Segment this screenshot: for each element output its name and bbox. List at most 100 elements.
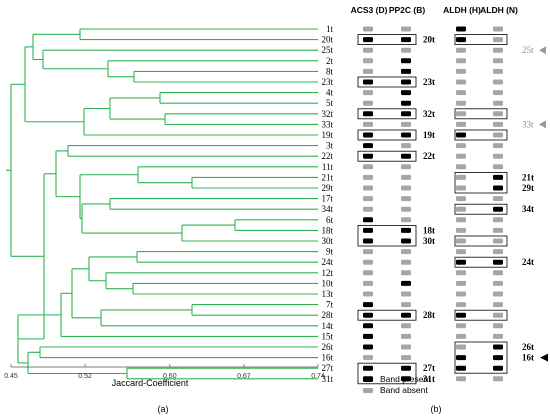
band-present xyxy=(493,185,503,191)
band-absent xyxy=(456,100,466,106)
band-present xyxy=(401,227,411,233)
band-absent xyxy=(456,164,466,170)
band-absent xyxy=(401,164,411,170)
band-absent xyxy=(401,206,411,212)
highlight-box xyxy=(357,34,417,45)
band-absent xyxy=(493,217,503,223)
band-absent xyxy=(493,291,503,297)
band-present xyxy=(456,259,466,265)
band-present xyxy=(456,132,466,138)
band-absent xyxy=(456,196,466,202)
band-present xyxy=(363,302,373,308)
sample-label: 32t xyxy=(321,109,333,119)
band-present xyxy=(456,37,466,43)
band-absent xyxy=(493,58,503,64)
sample-label: 25t xyxy=(321,45,333,55)
axis-tick-label: 0.52 xyxy=(78,373,92,380)
band-absent xyxy=(456,174,466,180)
band-absent xyxy=(456,121,466,127)
band-absent xyxy=(493,302,503,308)
band-present xyxy=(401,312,411,318)
highlight-label: 24t xyxy=(522,257,534,267)
highlight-box xyxy=(454,171,508,194)
band-absent xyxy=(401,47,411,53)
band-absent xyxy=(401,26,411,32)
highlight-label: 31t xyxy=(423,374,435,384)
legend-present-label: Band present xyxy=(380,374,431,384)
highlight-box xyxy=(454,34,508,45)
band-absent xyxy=(456,58,466,64)
band-absent xyxy=(456,206,466,212)
band-absent xyxy=(363,355,373,361)
legend-absent-label: Band absent xyxy=(380,385,428,395)
band-present xyxy=(401,376,411,382)
band-absent xyxy=(363,291,373,297)
band-absent xyxy=(401,174,411,180)
band-absent xyxy=(401,291,411,297)
band-present xyxy=(363,37,373,43)
arrow-icon xyxy=(540,353,548,362)
axis-tick-label: 0.67 xyxy=(237,373,251,380)
band-absent xyxy=(456,90,466,96)
band-present xyxy=(401,111,411,117)
band-present xyxy=(363,238,373,244)
highlight-label: 19t xyxy=(423,130,435,140)
sample-label: 33t xyxy=(321,119,333,129)
band-absent xyxy=(401,185,411,191)
band-absent xyxy=(401,344,411,350)
band-absent xyxy=(456,238,466,244)
band-absent xyxy=(456,344,466,350)
band-present xyxy=(363,344,373,350)
band-present xyxy=(363,365,373,371)
highlight-label: 16t xyxy=(522,353,534,363)
band-absent xyxy=(493,37,503,43)
band-absent xyxy=(363,259,373,265)
sample-label: 29t xyxy=(321,183,333,193)
band-absent xyxy=(456,68,466,74)
band-absent xyxy=(401,143,411,149)
band-absent xyxy=(401,121,411,127)
band-absent xyxy=(456,47,466,53)
sample-label: 28t xyxy=(321,310,333,320)
sample-label: 11t xyxy=(322,162,334,172)
band-absent xyxy=(493,249,503,255)
highlight-box xyxy=(454,129,508,141)
band-absent xyxy=(493,90,503,96)
sample-label: 16t xyxy=(321,353,333,363)
band-present xyxy=(401,153,411,159)
sample-label: 23t xyxy=(321,77,333,87)
sample-label: 6t xyxy=(326,215,334,225)
band-absent xyxy=(493,79,503,85)
band-present xyxy=(401,79,411,85)
band-absent xyxy=(456,79,466,85)
band-absent xyxy=(456,280,466,286)
sample-label: 2t xyxy=(326,56,334,66)
band-absent xyxy=(363,270,373,276)
column-header: ALDH (N) xyxy=(480,5,518,15)
sample-label: 21t xyxy=(321,172,333,182)
band-present xyxy=(456,312,466,318)
highlight-label: 22t xyxy=(423,151,435,161)
band-present xyxy=(401,280,411,286)
sample-label: 24t xyxy=(321,257,333,267)
highlight-box xyxy=(454,108,508,120)
band-present xyxy=(493,206,503,212)
highlight-box xyxy=(357,150,417,162)
sample-label: 34t xyxy=(321,204,333,214)
band-present xyxy=(363,227,373,233)
sample-label: 19t xyxy=(321,130,333,140)
band-absent xyxy=(401,333,411,339)
highlight-box xyxy=(454,203,508,215)
band-absent xyxy=(401,355,411,361)
band-present xyxy=(456,365,466,371)
band-absent xyxy=(456,111,466,117)
highlight-label: 28t xyxy=(423,310,435,320)
column-header: PP2C (B) xyxy=(389,5,426,15)
highlight-label: 33t xyxy=(522,119,534,129)
sample-label: 9t xyxy=(326,247,334,257)
band-absent xyxy=(493,47,503,53)
legend-present-swatch xyxy=(363,377,373,382)
band-absent xyxy=(456,302,466,308)
band-absent xyxy=(456,323,466,329)
